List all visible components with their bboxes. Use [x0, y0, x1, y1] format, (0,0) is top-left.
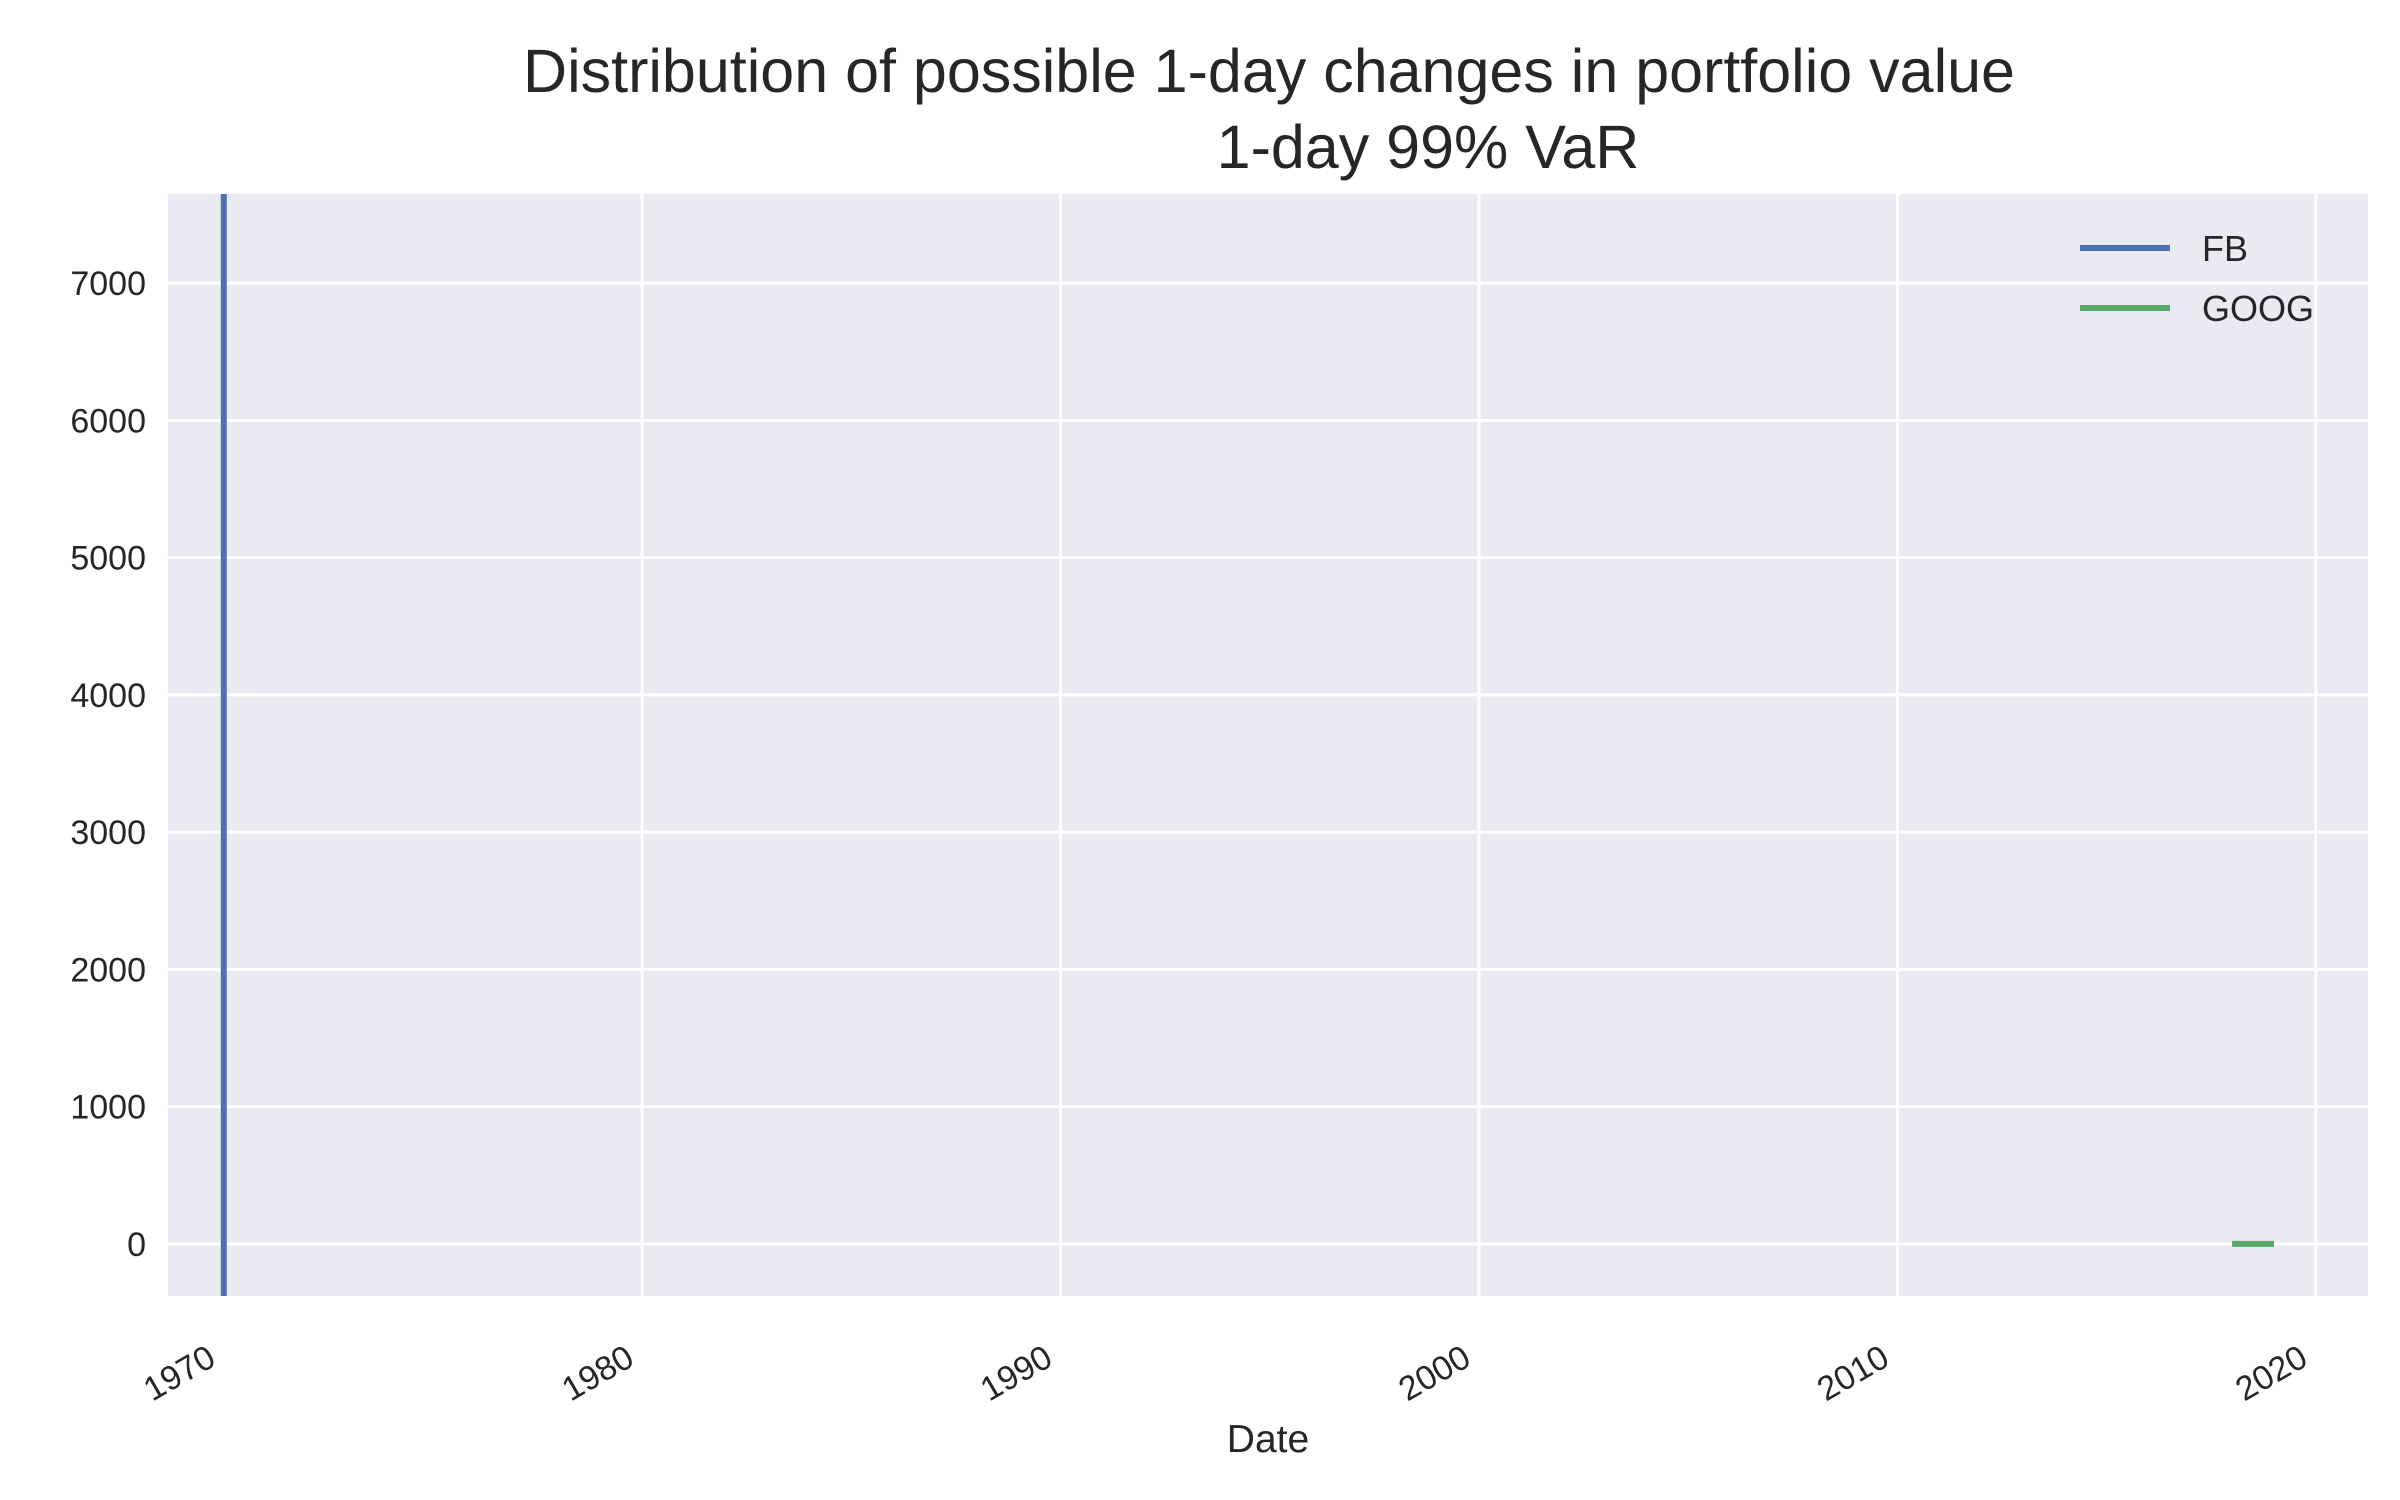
- y-tick-label: 3000: [70, 814, 146, 852]
- x-tick-label: 2020: [2229, 1338, 2314, 1409]
- y-tick-label: 7000: [70, 265, 146, 303]
- x-tick-label: 2010: [1811, 1338, 1896, 1409]
- plot-area: [168, 194, 2368, 1296]
- y-tick-labels: 0 1000 2000 3000 4000 5000 6000 7000: [70, 265, 146, 1264]
- legend-label-goog: GOOG: [2202, 288, 2314, 329]
- y-tick-label: 0: [127, 1226, 146, 1264]
- chart-title: Distribution of possible 1-day changes i…: [523, 37, 2015, 105]
- x-tick-label: 1980: [556, 1338, 641, 1409]
- y-tick-label: 5000: [70, 540, 146, 578]
- legend-label-fb: FB: [2202, 228, 2248, 269]
- chart-subtitle: 1-day 99% VaR: [1217, 113, 1640, 181]
- legend: FB GOOG: [2080, 228, 2314, 329]
- x-tick-label: 1970: [137, 1338, 222, 1409]
- y-gridlines: [168, 281, 2368, 1246]
- y-tick-label: 4000: [70, 677, 146, 715]
- y-tick-label: 1000: [70, 1089, 146, 1127]
- x-tick-labels: 1970 1980 1990 2000 2010 2020: [137, 1338, 2313, 1409]
- y-tick-label: 2000: [70, 951, 146, 989]
- x-axis-label: Date: [1227, 1418, 1309, 1461]
- x-tick-label: 2000: [1392, 1338, 1477, 1409]
- x-tick-label: 1990: [974, 1338, 1059, 1409]
- series-layer: [220, 194, 2274, 1296]
- y-tick-label: 6000: [70, 402, 146, 440]
